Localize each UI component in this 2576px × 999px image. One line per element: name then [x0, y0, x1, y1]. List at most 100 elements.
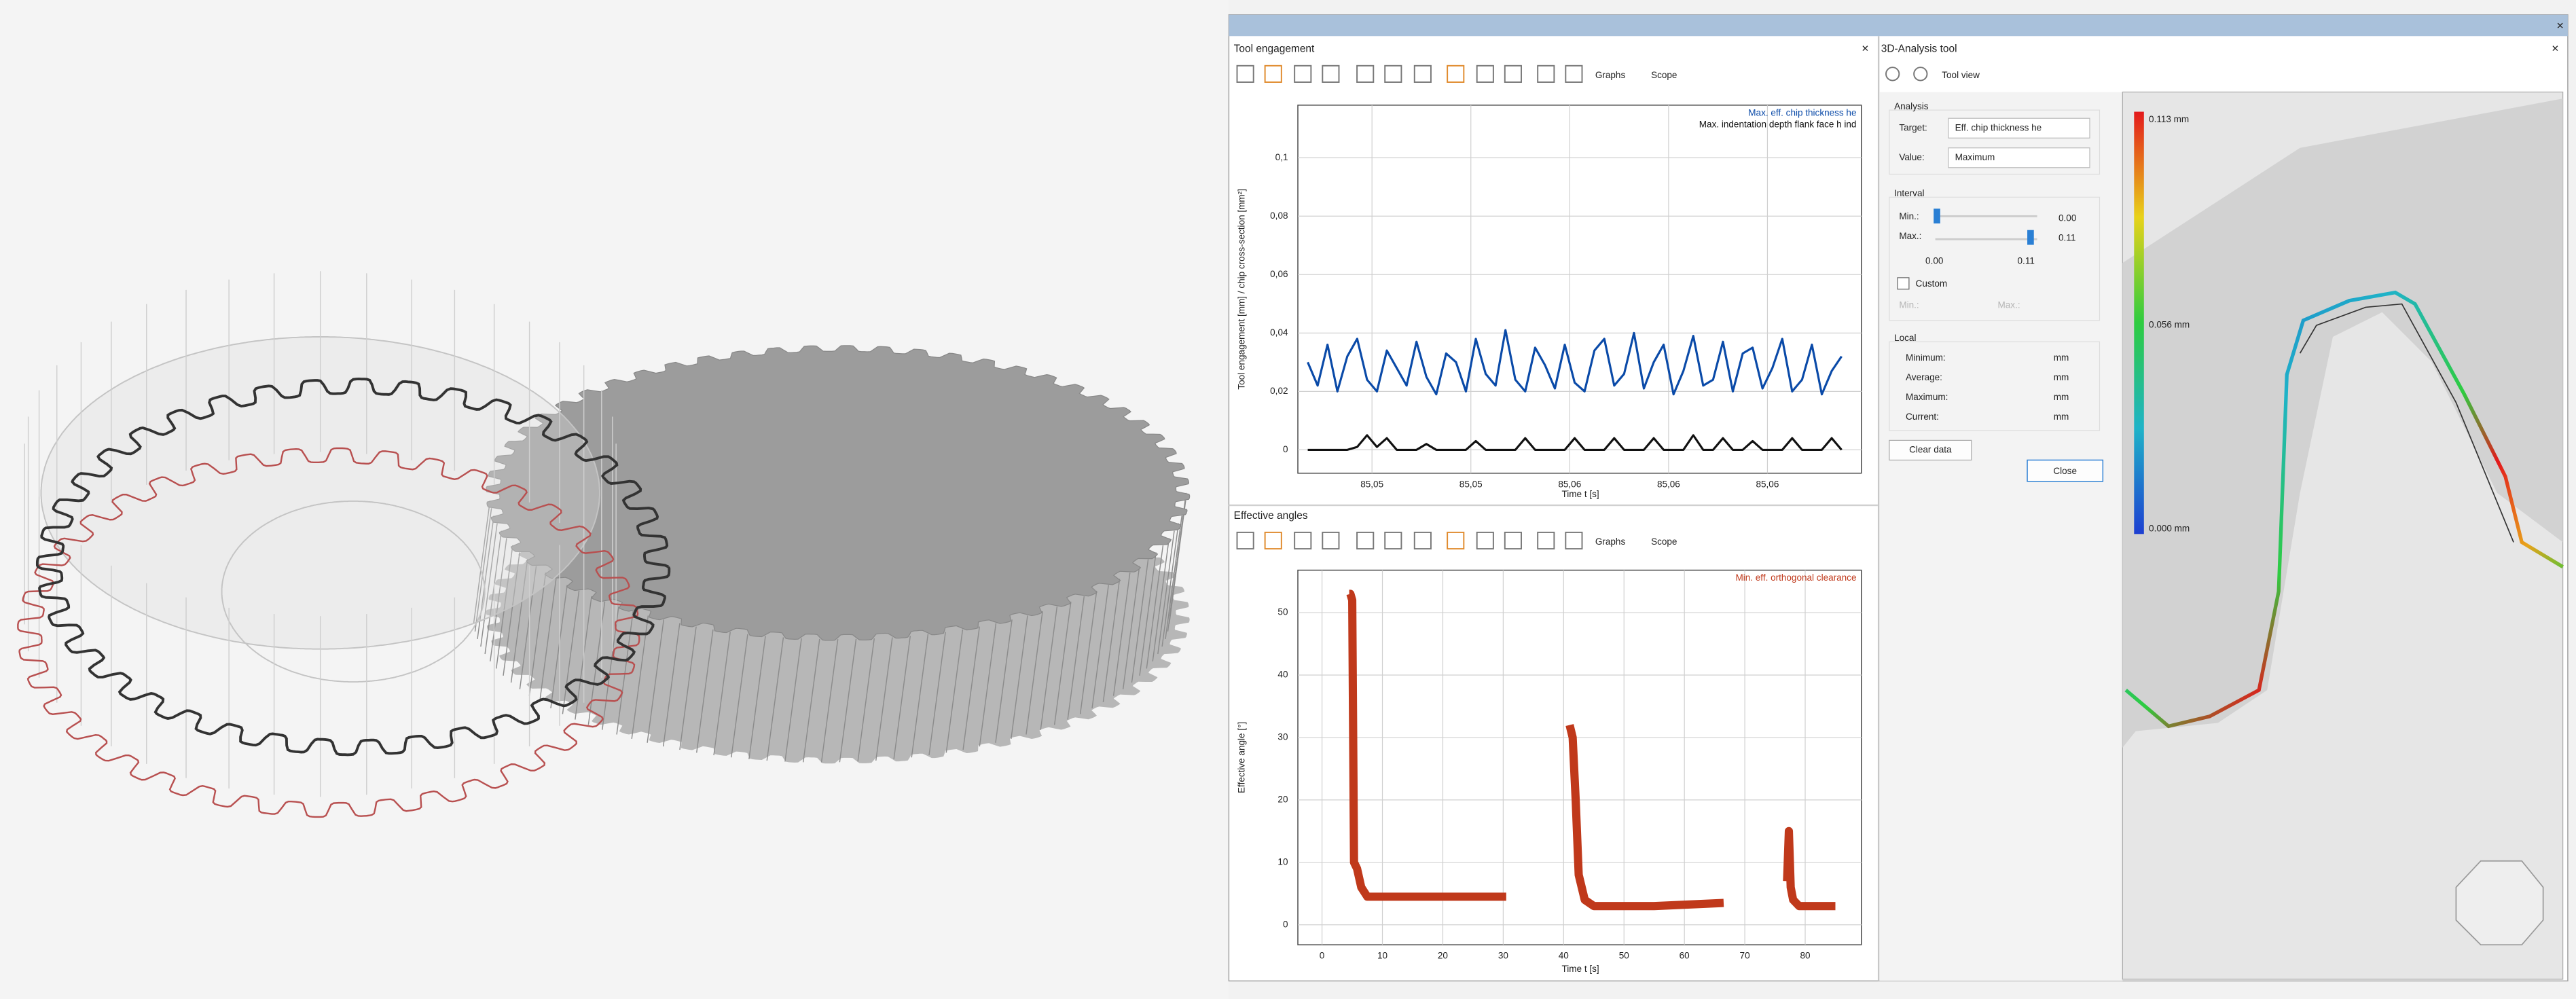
- graphs-menu[interactable]: Graphs: [1595, 70, 1626, 80]
- local-rows: Minimum: mm Average: mm Maximum: mm Current: mm: [1906, 352, 2069, 422]
- slider-thumb[interactable]: [1934, 208, 1940, 224]
- slider-thumb[interactable]: [2027, 230, 2034, 245]
- tool-view-menu[interactable]: Tool view: [1942, 70, 1980, 80]
- group-label: Interval: [1894, 188, 1924, 198]
- gear-tooth: [1040, 606, 1058, 730]
- x-tick-label: 60: [1680, 951, 1690, 961]
- zoom-icon[interactable]: [1885, 67, 1900, 81]
- toolbar-button[interactable]: [1537, 65, 1555, 83]
- close-icon[interactable]: ✕: [2556, 20, 2564, 31]
- value-dropdown[interactable]: [1948, 147, 2090, 168]
- gear-tooth: [1079, 590, 1097, 714]
- plot-area: [1297, 105, 1862, 474]
- toolbar-button[interactable]: [1504, 531, 1522, 550]
- x-tick-label: 85,06: [1756, 479, 1779, 489]
- gear-tooth: [503, 552, 520, 676]
- toolbar-button[interactable]: [1322, 65, 1340, 83]
- toolbar-button[interactable]: [1384, 531, 1402, 550]
- group-box: [1889, 341, 2101, 431]
- scale-label: 0.056 mm: [2149, 320, 2190, 330]
- gear-tooth: [1067, 596, 1085, 720]
- series-line: [1307, 434, 1843, 451]
- toolbar-button[interactable]: [1356, 65, 1375, 83]
- scope-menu[interactable]: Scope: [1651, 70, 1677, 80]
- gear-tooth: [473, 500, 491, 624]
- gear-tooth: [1167, 508, 1185, 632]
- toolbar-button[interactable]: [1264, 531, 1282, 550]
- toolbar-button[interactable]: [1236, 65, 1254, 83]
- y-tick-label: 40: [1277, 670, 1288, 680]
- toolbar-button[interactable]: [1447, 531, 1465, 550]
- toolbar-button[interactable]: [1565, 531, 1583, 550]
- scale-label: 0.000 mm: [2149, 524, 2190, 534]
- custom-checkbox[interactable]: [1897, 277, 1910, 290]
- toolbar-button[interactable]: [1476, 531, 1494, 550]
- legend-entry: Min. eff. orthogonal clearance: [1735, 573, 1856, 583]
- gear-tooth: [1091, 585, 1109, 708]
- gear-tooth: [875, 637, 893, 761]
- close-icon[interactable]: ✕: [2552, 43, 2559, 54]
- window-title-bar: [1229, 14, 2568, 37]
- tool-body: [2122, 98, 2563, 748]
- legend-entry: Max. eff. chip thickness he: [1748, 108, 1856, 118]
- toolbar-button[interactable]: [1294, 531, 1312, 550]
- toolbar-button[interactable]: [1447, 65, 1465, 83]
- local-unit: mm: [2054, 412, 2069, 422]
- toolbar-button[interactable]: [1413, 531, 1432, 550]
- gear-tooth: [1146, 545, 1164, 669]
- x-tick-label: 70: [1740, 951, 1750, 961]
- graphs-menu[interactable]: Graphs: [1595, 537, 1626, 547]
- toolbar-button[interactable]: [1264, 65, 1282, 83]
- toolbar-button[interactable]: [1236, 531, 1254, 550]
- clear-button[interactable]: [1889, 439, 1972, 461]
- gear-tooth: [484, 530, 503, 655]
- toolbar-button[interactable]: [1384, 65, 1402, 83]
- field-label: Min.:: [1899, 211, 1919, 221]
- toolbar-button[interactable]: [1294, 65, 1312, 83]
- gear-tooth: [857, 638, 875, 762]
- scope-menu[interactable]: Scope: [1651, 537, 1677, 547]
- toolbar-button[interactable]: [1476, 65, 1494, 83]
- splitter: [1229, 504, 1878, 507]
- toolbar-button[interactable]: [1413, 65, 1432, 83]
- target-dropdown[interactable]: [1948, 117, 2090, 139]
- checkbox-label: Custom: [1916, 278, 1948, 289]
- gear-tooth: [945, 629, 964, 753]
- close-icon[interactable]: ✕: [1862, 43, 1869, 54]
- toolbar-button[interactable]: [1504, 65, 1522, 83]
- gear-tooth: [616, 611, 634, 735]
- view-cube[interactable]: [2455, 860, 2544, 946]
- zoom-icon[interactable]: [1913, 67, 1928, 81]
- close-button[interactable]: [2027, 459, 2104, 482]
- gear-tooth: [474, 508, 492, 632]
- gear-tooth: [1122, 566, 1140, 690]
- toolbar-button[interactable]: [1356, 531, 1375, 550]
- y-tick-label: 10: [1277, 856, 1288, 867]
- toolbar-button[interactable]: [1322, 531, 1340, 550]
- toolbar-button[interactable]: [1565, 65, 1583, 83]
- gear-tooth: [562, 590, 580, 714]
- toolbar-button[interactable]: [1537, 531, 1555, 550]
- gear-tooth: [820, 639, 839, 763]
- gear-tooth: [477, 515, 494, 640]
- legend-entry: Max. indentation depth flank face h ind: [1699, 119, 1857, 129]
- gear-tooth: [962, 626, 980, 750]
- gear-tooth: [1157, 530, 1175, 655]
- gear-tooth: [519, 566, 537, 690]
- gear-tooth: [1161, 523, 1180, 647]
- gear-tooth: [893, 636, 911, 759]
- x-tick-label: 85,06: [1558, 479, 1581, 489]
- y-tick-label: 0,1: [1275, 152, 1288, 162]
- splitter: [1877, 36, 1880, 981]
- gear-tooth: [802, 638, 820, 763]
- y-tick-label: 50: [1277, 607, 1288, 617]
- field-label: Value:: [1899, 152, 1924, 162]
- group-box: [1889, 109, 2101, 175]
- local-label: Current:: [1906, 412, 1939, 422]
- y-axis-label: Effective angle [°]: [1236, 722, 1246, 793]
- local-label: Minimum:: [1906, 352, 1946, 363]
- cutting-edge: [2124, 290, 2564, 729]
- gear-tooth: [647, 619, 664, 743]
